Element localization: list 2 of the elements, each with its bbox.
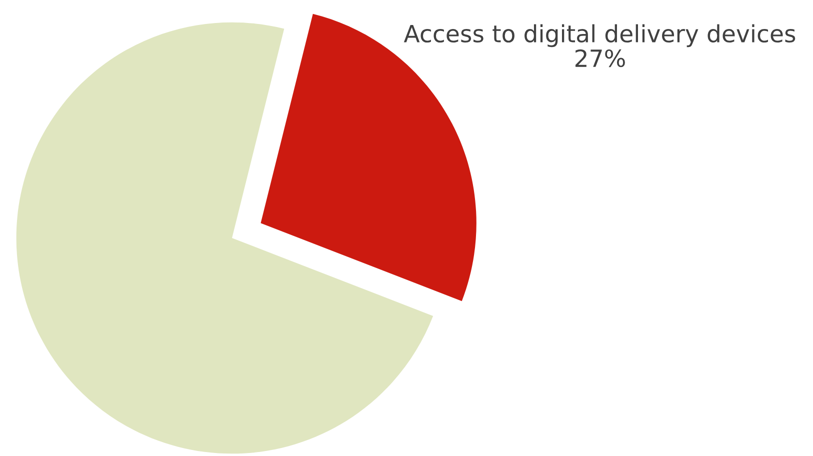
data-label: 27% [575,49,625,68]
slice-label: Access to digital delivery devices [404,24,796,48]
